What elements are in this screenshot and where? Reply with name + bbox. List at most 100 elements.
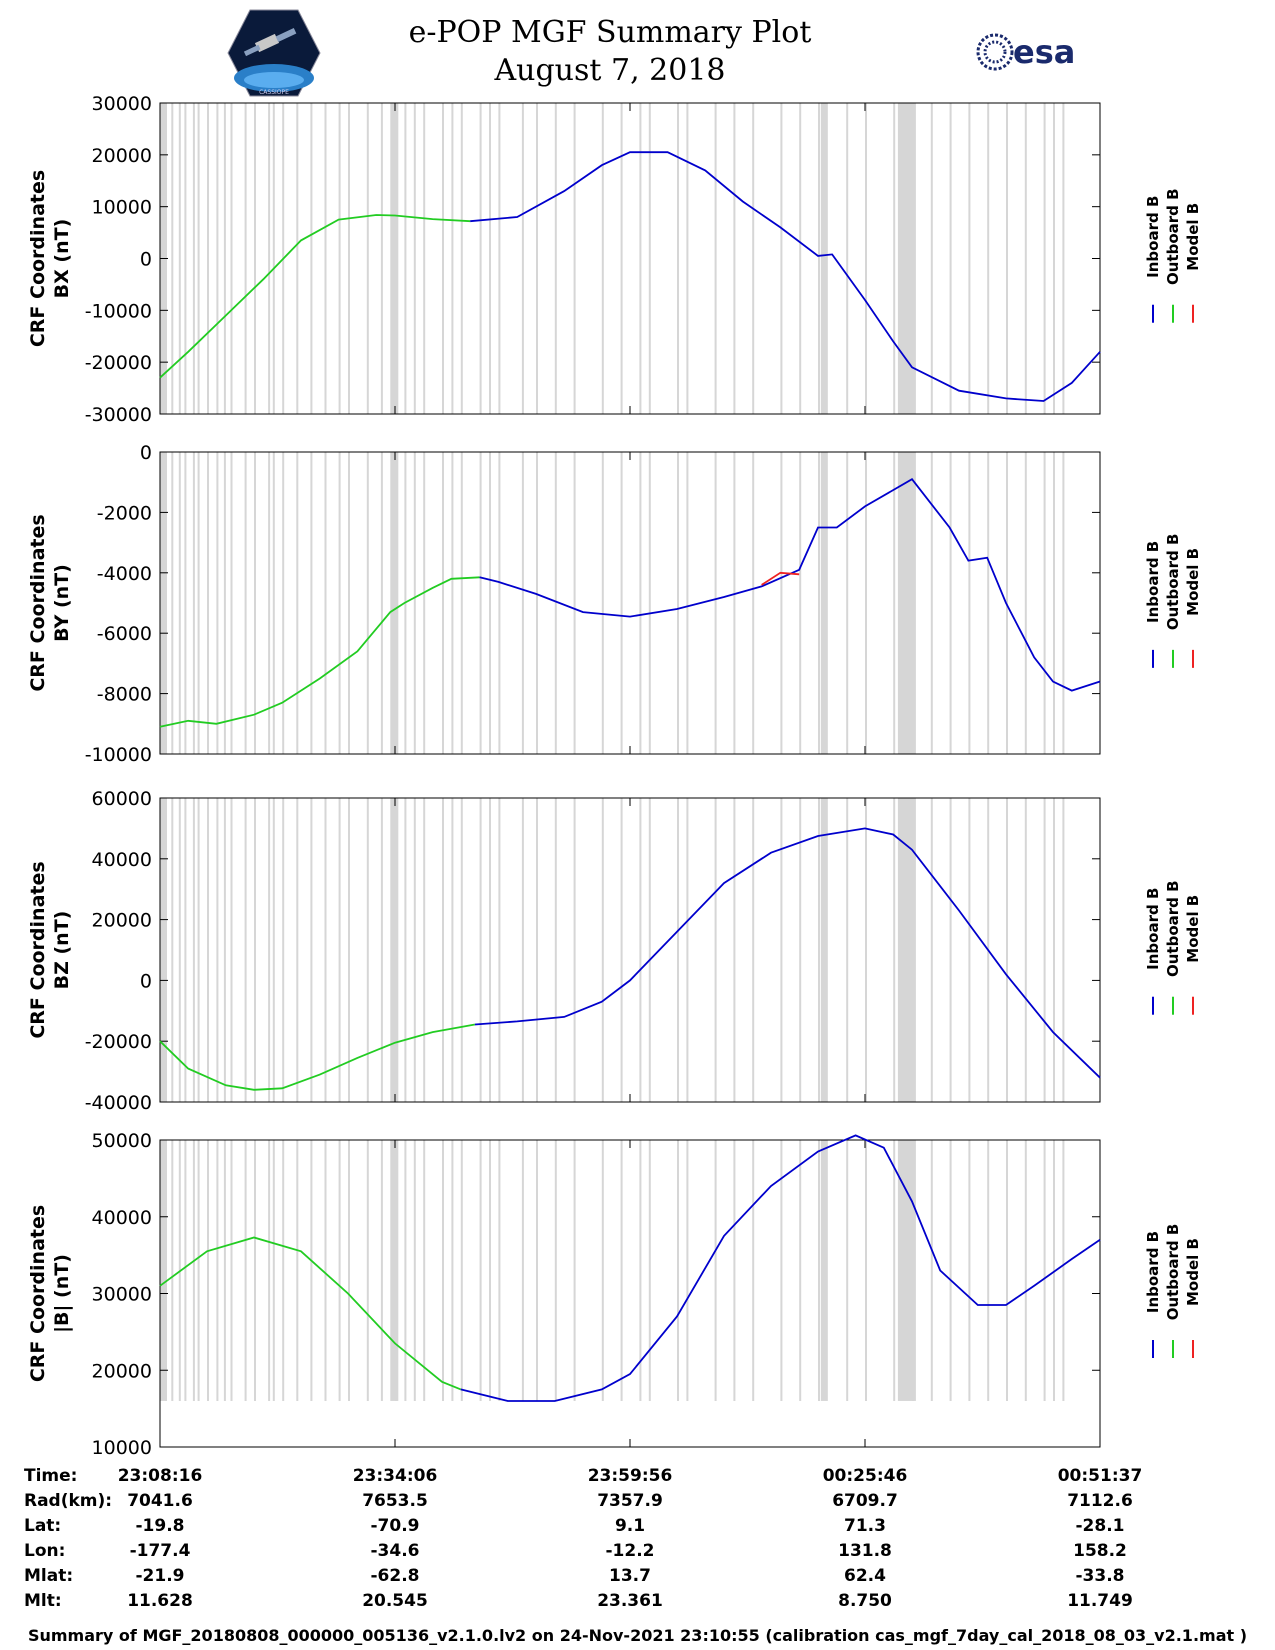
data-gap-band [390, 1140, 399, 1401]
data-gap-stripe [1053, 452, 1055, 754]
y-axis-unit-label: BY (nT) [51, 564, 73, 642]
data-gap-band [897, 452, 916, 754]
data-gap-stripe [846, 798, 849, 1102]
data-gap-stripe [184, 798, 187, 1102]
data-gap-stripe [677, 1140, 679, 1401]
y-tick-label: -8000 [97, 684, 152, 706]
data-gap-stripe [366, 452, 369, 754]
data-gap-stripe [380, 103, 383, 414]
data-gap-stripe [677, 103, 679, 414]
data-gap-band [820, 452, 828, 754]
satellite-hexagon-icon: CASSIOPE [227, 9, 321, 97]
data-gap-stripe [296, 798, 299, 1102]
data-gap-stripe [733, 1140, 736, 1401]
data-gap-stripe [272, 452, 275, 754]
data-gap-stripe [244, 1140, 247, 1401]
y-tick-label: -30000 [85, 404, 152, 426]
data-gap-stripe [230, 1140, 233, 1401]
data-gap-stripe [648, 798, 651, 1102]
data-gap-stripe [216, 1140, 219, 1401]
data-gap-stripe [930, 452, 933, 754]
data-gap-band [820, 1140, 828, 1401]
legend-label-outboard: Outboard B [1164, 1224, 1182, 1321]
data-gap-stripe [1043, 798, 1046, 1102]
data-gap-stripe [223, 103, 226, 414]
data-gap-stripe [1024, 798, 1027, 1102]
data-gap-stripe [207, 103, 209, 414]
data-gap-stripe [216, 452, 219, 754]
data-gap-stripe [620, 1140, 623, 1401]
data-gap-stripe [171, 1140, 174, 1401]
data-gap-stripe [846, 103, 849, 414]
data-gap-stripe [479, 103, 482, 414]
data-gap-stripe [380, 452, 383, 754]
data-gap-stripe [733, 798, 736, 1102]
data-gap-stripe [254, 452, 256, 754]
data-gap-stripe [639, 1140, 642, 1401]
data-gap-stripe [223, 798, 226, 1102]
data-gap-stripe [865, 798, 867, 1102]
data-gap-stripe [230, 103, 233, 414]
data-gap-stripe [413, 103, 416, 414]
data-gap-stripe [324, 1140, 327, 1401]
legend-label-inboard: Inboard B [1144, 1231, 1162, 1313]
y-tick-label: 30000 [92, 1284, 152, 1306]
legend-label-outboard: Outboard B [1164, 188, 1182, 285]
data-gap-stripe [968, 103, 971, 414]
data-gap-stripe [1043, 452, 1046, 754]
data-gap-stripe [489, 1140, 491, 1401]
data-gap-stripe [380, 798, 383, 1102]
legend-label-inboard: Inboard B [1144, 196, 1162, 278]
data-gap-stripe [893, 798, 896, 1102]
data-gap-band [897, 798, 916, 1102]
data-gap-stripe [752, 798, 755, 1102]
y-tick-label: 10000 [92, 1437, 152, 1459]
data-gap-stripe [893, 1140, 896, 1401]
data-gap-stripe [930, 1140, 933, 1401]
data-gap-stripe [489, 103, 491, 414]
data-gap-stripe [223, 452, 226, 754]
data-gap-stripe [1006, 103, 1008, 414]
data-gap-stripe [780, 798, 783, 1102]
data-gap-stripe [197, 103, 200, 414]
data-gap-stripe [282, 798, 285, 1102]
y-axis-unit-label: |B| (nT) [51, 1254, 73, 1333]
data-gap-stripe [442, 103, 444, 414]
data-gap-stripe [216, 798, 219, 1102]
data-gap-stripe [178, 798, 181, 1102]
legend-label-outboard: Outboard B [1164, 534, 1182, 631]
data-gap-stripe [184, 103, 187, 414]
data-gap-stripe [310, 103, 313, 414]
data-gap-stripe [268, 1140, 271, 1401]
data-gap-stripe [1006, 798, 1008, 1102]
data-gap-stripe [184, 1140, 187, 1401]
data-gap-stripe [987, 1140, 990, 1401]
y-tick-label: -20000 [85, 352, 152, 374]
data-gap-stripe [639, 103, 642, 414]
data-gap-stripe [348, 103, 350, 414]
data-gap-stripe [272, 1140, 275, 1401]
data-gap-stripe [536, 798, 538, 1102]
data-gap-stripe [799, 103, 802, 414]
chart-panel-3: 60000 40000 20000 0 -20000 -40000 CRF Coordina… [27, 788, 1202, 1114]
data-gap-stripe [413, 1140, 416, 1401]
data-gap-band [820, 798, 828, 1102]
legend-label-inboard: Inboard B [1144, 541, 1162, 623]
series-line-inboard-b [479, 478, 1101, 692]
series-line-outboard-b [159, 214, 471, 379]
data-gap-stripe [573, 1140, 576, 1401]
data-gap-stripe [865, 103, 867, 414]
data-gap-stripe [818, 1140, 820, 1401]
data-gap-stripe [780, 452, 783, 754]
data-gap-stripe [192, 452, 195, 754]
series-line-inboard-b [460, 1134, 1101, 1402]
y-tick-label: -4000 [97, 563, 152, 585]
data-gap-stripe [423, 452, 426, 754]
data-gap-stripe [489, 798, 491, 1102]
data-gap-stripe [573, 103, 576, 414]
plot-frame [159, 797, 1101, 1103]
data-gap-stripe [521, 798, 524, 1102]
data-gap-stripe [197, 452, 200, 754]
data-gap-stripe [686, 103, 689, 414]
y-tick-label: -6000 [97, 623, 152, 645]
